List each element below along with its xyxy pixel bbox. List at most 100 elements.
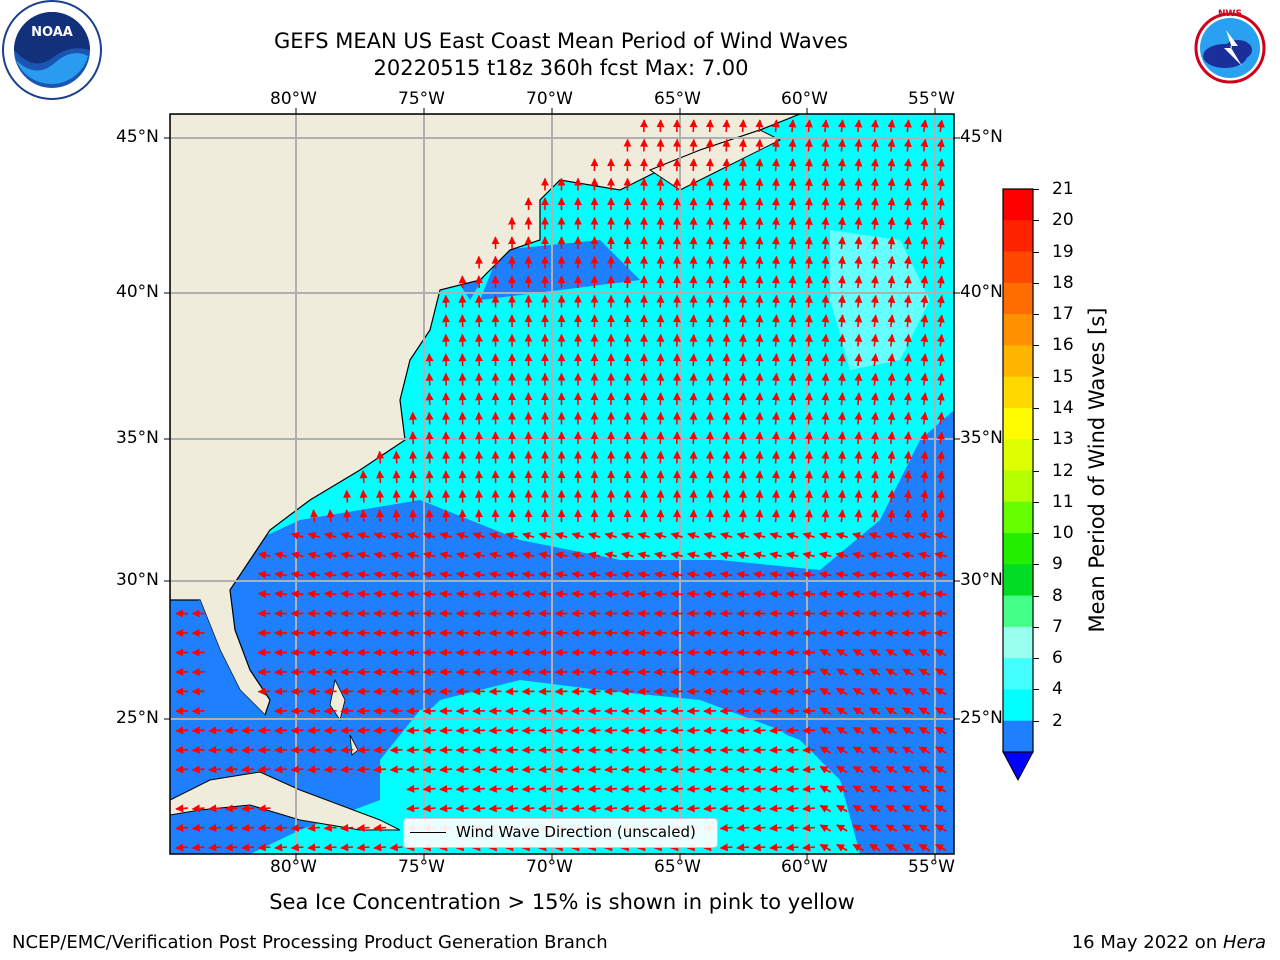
wave-direction-arrow [818, 570, 832, 579]
wave-direction-arrow [935, 707, 947, 716]
wave-direction-arrow [869, 785, 881, 794]
wave-direction-arrow [835, 532, 848, 540]
wave-direction-arrow [920, 431, 929, 445]
wave-direction-arrow [736, 784, 750, 793]
wave-direction-arrow [455, 551, 469, 560]
wave-direction-arrow [936, 138, 945, 152]
wave-direction-arrow [373, 726, 387, 735]
wave-direction-arrow [439, 590, 453, 599]
wave-direction-arrow [802, 726, 816, 735]
colorbar-tick [1033, 470, 1039, 472]
footer-date: 16 May 2022 on Hera [1072, 932, 1266, 953]
wave-direction-arrow [869, 726, 881, 735]
wave-direction-arrow [837, 353, 846, 367]
wave-direction-arrow [769, 843, 783, 852]
legend-line-swatch [410, 832, 446, 833]
wave-direction-arrow [804, 509, 813, 523]
wave-direction-arrow [522, 532, 535, 540]
wave-direction-arrow [885, 648, 898, 657]
colorbar-band [1003, 689, 1033, 722]
wave-direction-arrow [324, 532, 337, 540]
wave-direction-arrow [819, 824, 832, 833]
wave-direction-arrow [705, 216, 714, 230]
wave-direction-arrow [373, 745, 387, 754]
wave-direction-arrow [903, 353, 912, 367]
wave-direction-arrow [637, 570, 651, 579]
wave-direction-arrow [769, 532, 782, 540]
wave-direction-arrow [920, 216, 929, 230]
wave-direction-arrow [854, 236, 863, 250]
wave-direction-arrow [307, 532, 320, 540]
wave-direction-arrow [819, 804, 832, 813]
wave-direction-arrow [538, 784, 552, 793]
wave-direction-arrow [620, 745, 634, 754]
wave-direction-arrow [637, 551, 650, 560]
wave-direction-arrow [785, 570, 799, 579]
wave-direction-arrow [920, 489, 929, 503]
wave-direction-arrow [869, 824, 881, 833]
wave-direction-arrow [819, 843, 832, 852]
colorbar-band [1003, 564, 1033, 597]
wave-direction-arrow [373, 590, 387, 599]
wave-direction-arrow [837, 197, 846, 211]
wave-direction-arrow [722, 236, 731, 250]
wave-direction-arrow [903, 411, 912, 425]
wave-direction-arrow [788, 450, 797, 464]
wave-direction-arrow [870, 372, 879, 386]
wave-direction-arrow [771, 509, 780, 523]
wave-direction-arrow [836, 824, 848, 833]
wave-direction-arrow [406, 570, 420, 579]
wave-direction-arrow [620, 765, 634, 774]
wave-direction-arrow [687, 532, 700, 540]
wave-direction-arrow [821, 255, 830, 269]
wave-direction-arrow [918, 668, 931, 677]
wave-direction-arrow [455, 804, 469, 813]
colorbar-tick-label: 18 [1052, 272, 1074, 293]
wave-direction-arrow [854, 255, 863, 269]
wave-direction-arrow [885, 746, 898, 755]
wave-direction-arrow [788, 333, 797, 347]
nws-logo: NWS [1183, 1, 1277, 95]
wave-direction-arrow [785, 784, 799, 793]
wave-direction-arrow [885, 843, 898, 852]
wave-direction-arrow [719, 745, 733, 754]
wave-direction-arrow [686, 784, 700, 793]
wave-direction-arrow [870, 411, 879, 425]
wave-direction-arrow [705, 470, 714, 484]
wave-direction-arrow [804, 392, 813, 406]
wave-direction-arrow [571, 745, 585, 754]
wave-direction-arrow [653, 745, 667, 754]
colorbar-tick [1033, 533, 1039, 535]
wave-direction-arrow [705, 158, 714, 172]
wave-direction-arrow [738, 372, 747, 386]
wave-direction-arrow [854, 138, 863, 152]
wave-direction-arrow [802, 823, 816, 832]
wave-direction-arrow [738, 431, 747, 445]
wave-direction-arrow [208, 804, 222, 813]
wave-direction-arrow [705, 294, 714, 308]
map-frame [169, 113, 955, 855]
wave-direction-arrow [835, 551, 848, 560]
wave-direction-arrow [752, 804, 766, 813]
wave-direction-arrow [920, 138, 929, 152]
wave-direction-arrow [538, 726, 552, 735]
wave-direction-arrow [208, 765, 222, 774]
wave-direction-arrow [175, 843, 189, 852]
wave-direction-arrow [918, 765, 931, 774]
wave-direction-arrow [918, 687, 931, 696]
wave-direction-arrow [191, 804, 205, 813]
wave-direction-arrow [587, 726, 601, 735]
wave-direction-arrow [521, 765, 535, 774]
wave-direction-arrow [870, 158, 879, 172]
wave-direction-arrow [854, 216, 863, 230]
colorbar-tick-label: 7 [1052, 616, 1063, 637]
wave-direction-arrow [689, 411, 698, 425]
wave-direction-arrow [936, 119, 945, 133]
wave-direction-arrow [819, 785, 832, 794]
wave-direction-arrow [406, 745, 420, 754]
wave-direction-arrow [505, 784, 519, 793]
wave-direction-arrow [901, 532, 914, 540]
wave-direction-arrow [425, 509, 434, 523]
wave-direction-arrow [738, 450, 747, 464]
wave-direction-arrow [257, 823, 271, 832]
